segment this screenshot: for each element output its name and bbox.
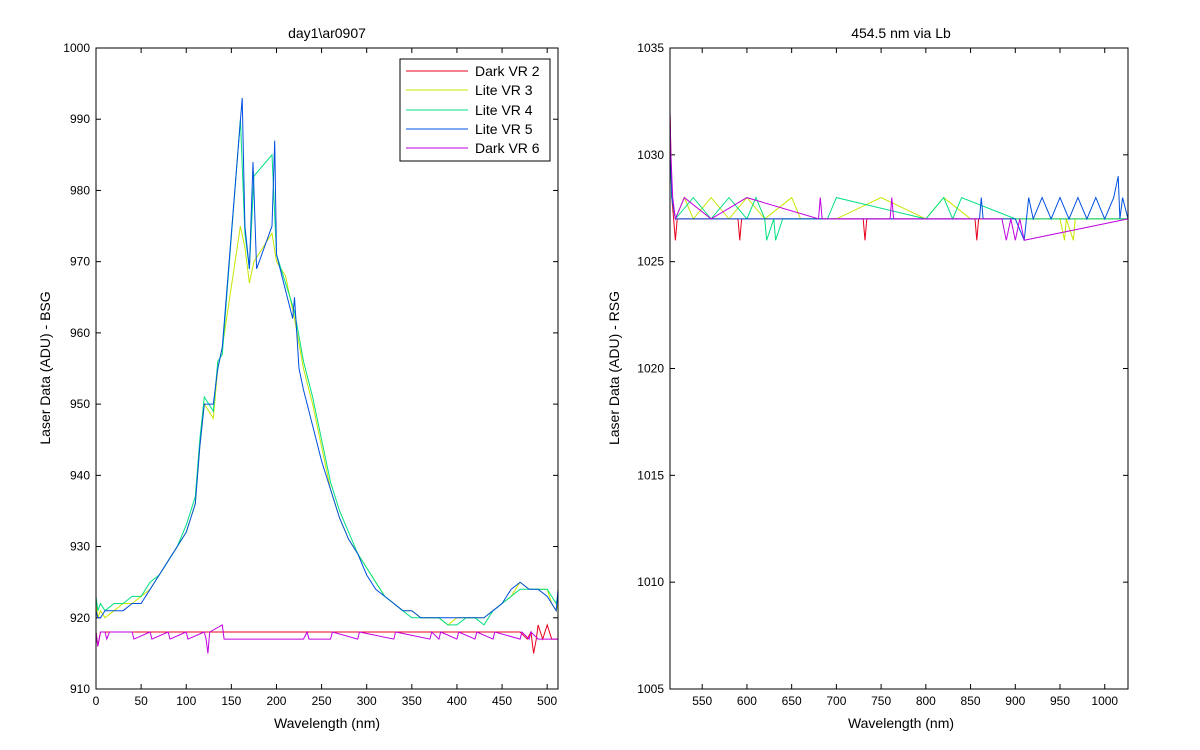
left-chart-series	[95, 97, 559, 654]
right-chart-axes-box	[669, 47, 1129, 690]
y-tick-label: 1025	[637, 255, 664, 269]
y-tick-label: 950	[70, 397, 90, 411]
x-tick-label: 350	[402, 694, 422, 708]
x-tick-label: 850	[961, 694, 981, 708]
left-chart-axes-box	[95, 47, 559, 690]
x-tick-label: 50	[134, 694, 148, 708]
x-tick-label: 0	[93, 694, 100, 708]
right-chart: 454.5 nm via Lb Wavelength (nm) Laser Da…	[606, 25, 1129, 731]
x-tick-label: 300	[357, 694, 377, 708]
x-tick-label: 200	[266, 694, 286, 708]
series-line-dark-vr-6	[669, 112, 1129, 241]
legend-label-dark-vr-2: Dark VR 2	[475, 63, 540, 79]
y-tick-label: 1005	[637, 682, 664, 696]
legend-label-lite-vr-4: Lite VR 4	[475, 102, 533, 118]
y-tick-label: 980	[70, 183, 90, 197]
y-tick-label: 920	[70, 611, 90, 625]
x-tick-label: 700	[826, 694, 846, 708]
y-tick-label: 930	[70, 540, 90, 554]
x-tick-label: 600	[737, 694, 757, 708]
legend-label-dark-vr-6: Dark VR 6	[475, 140, 540, 156]
left-chart-ylabel: Laser Data (ADU) - BSG	[37, 291, 53, 444]
legend-entry-dark-vr-2: Dark VR 2	[406, 63, 540, 79]
x-tick-label: 100	[176, 694, 196, 708]
legend-entry-lite-vr-3: Lite VR 3	[406, 82, 533, 98]
left-chart-title: day1\ar0907	[288, 25, 366, 41]
legend: Dark VR 2 Lite VR 3 Lite VR 4 Lite VR 5 …	[399, 58, 551, 162]
x-tick-label: 950	[1050, 694, 1070, 708]
right-chart-xlabel: Wavelength (nm)	[848, 715, 954, 731]
y-tick-label: 960	[70, 326, 90, 340]
legend-label-lite-vr-3: Lite VR 3	[475, 82, 533, 98]
right-chart-title: 454.5 nm via Lb	[851, 25, 951, 41]
y-tick-label: 1010	[637, 575, 664, 589]
legend-entry-dark-vr-6: Dark VR 6	[406, 140, 540, 156]
left-chart-ticks: 0 50 100 150 200 250 300 350 400 450 500 910 920 930 9…	[63, 41, 558, 708]
x-tick-label: 650	[782, 694, 802, 708]
x-tick-label: 500	[537, 694, 557, 708]
x-tick-label: 800	[916, 694, 936, 708]
x-tick-label: 900	[1005, 694, 1025, 708]
x-tick-label: 1000	[1091, 694, 1118, 708]
series-line-dark-vr-6	[95, 624, 558, 654]
y-tick-label: 990	[70, 112, 90, 126]
left-chart: day1\ar0907 Wavelength (nm) Laser Data (…	[37, 25, 559, 731]
y-tick-label: 1035	[637, 41, 664, 55]
series-line-lite-vr-5	[95, 97, 559, 619]
y-tick-label: 1015	[637, 468, 664, 482]
y-tick-label: 1000	[63, 41, 90, 55]
x-tick-label: 150	[221, 694, 241, 708]
x-tick-label: 750	[871, 694, 891, 708]
right-chart-ylabel: Laser Data (ADU) - RSG	[606, 291, 622, 445]
y-tick-label: 1030	[637, 148, 664, 162]
x-tick-label: 450	[492, 694, 512, 708]
legend-label-lite-vr-5: Lite VR 5	[475, 121, 533, 137]
x-tick-label: 250	[312, 694, 332, 708]
right-chart-series	[669, 112, 1129, 241]
x-tick-label: 550	[692, 694, 712, 708]
right-chart-ticks: 550 600 650 700 750 800 850 900 950 1000 1005 1010 1…	[637, 41, 1128, 708]
left-chart-xlabel: Wavelength (nm)	[274, 715, 380, 731]
y-tick-label: 970	[70, 255, 90, 269]
x-tick-label: 400	[447, 694, 467, 708]
y-tick-label: 940	[70, 468, 90, 482]
y-tick-label: 1020	[637, 362, 664, 376]
legend-entry-lite-vr-5: Lite VR 5	[406, 121, 533, 137]
y-tick-label: 910	[70, 682, 90, 696]
legend-entry-lite-vr-4: Lite VR 4	[406, 102, 533, 118]
